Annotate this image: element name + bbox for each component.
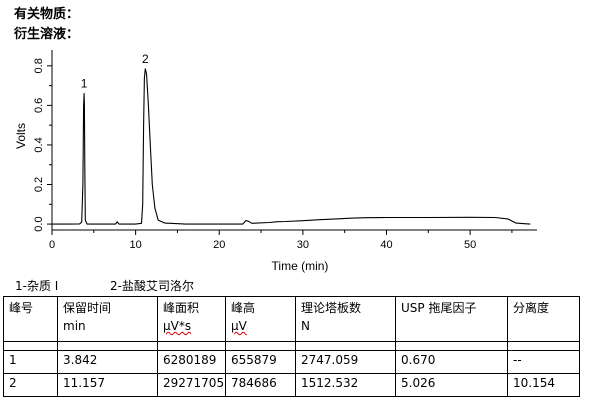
peak-label-layer: 12 — [81, 52, 149, 91]
cell-resolution: 10.154 — [507, 373, 580, 397]
cell-peak-no: 1 — [3, 350, 58, 374]
cell-peak-height: 655879 — [225, 350, 296, 374]
peak-height-unit: μV — [231, 319, 247, 333]
cell-peak-height: 784686 — [225, 373, 296, 397]
cell-retention-time: 11.157 — [57, 373, 158, 397]
col-header-plates: 理论塔板数 N — [295, 296, 396, 342]
results-table: 峰号 保留时间 min 峰面积 μV*s 峰高 μV 理论塔板数 N USP 拖尾因子 … — [3, 296, 580, 397]
cell-peak-area: 29271705 — [157, 373, 226, 397]
legend-item-2: 2-盐酸艾司洛尔 — [110, 279, 194, 293]
x-axis-label: Time (min) — [272, 259, 329, 273]
col-header-retention-time: 保留时间 min — [57, 296, 158, 342]
col-header-peak-area: 峰面积 μV*s — [157, 296, 226, 342]
y-axis-label: Volts — [14, 123, 28, 149]
x-tick-label: 40 — [380, 239, 392, 251]
cell-retention-time: 3.842 — [57, 350, 158, 374]
y-tick-label: 0.6 — [33, 98, 45, 113]
y-tick-label: 0.0 — [33, 216, 45, 231]
y-tick-label: 0.4 — [33, 137, 45, 152]
cell-tailing: 5.026 — [395, 373, 508, 397]
cell-peak-no: 2 — [3, 373, 58, 397]
x-tick-label: 10 — [129, 239, 141, 251]
col-header-resolution: 分离度 — [507, 296, 580, 342]
cell-plates: 1512.532 — [295, 373, 396, 397]
col-header-peak-height: 峰高 μV — [225, 296, 296, 342]
cell-tailing: 0.670 — [395, 350, 508, 374]
trace-layer — [52, 68, 531, 225]
chromatogram-chart: 0 10 20 30 40 50 0.00.20.40.60.8 12 Time (min… — [14, 50, 537, 273]
retention-time-unit: min — [63, 319, 86, 333]
peak-area-unit: μV*s — [163, 319, 192, 333]
cell-plates: 2747.059 — [295, 350, 396, 374]
x-tick-label: 0 — [49, 239, 55, 251]
peak-label: 1 — [81, 77, 88, 91]
legend-item-1: 1-杂质 I — [15, 279, 59, 293]
col-header-tailing: USP 拖尾因子 — [395, 296, 508, 342]
table-row: 1 3.842 6280189 655879 2747.059 0.670 -- — [3, 350, 580, 374]
table-row: 2 11.157 29271705 784686 1512.532 5.026 … — [3, 373, 580, 397]
y-axis: 0.0 0.2 0.4 0.6 0.8 — [33, 58, 52, 232]
peak-label: 2 — [142, 52, 149, 66]
cell-peak-area: 6280189 — [157, 350, 226, 374]
x-tick-label: 20 — [213, 239, 225, 251]
x-axis: 0 10 20 30 40 50 — [49, 230, 513, 251]
table-spacer-row — [3, 341, 580, 351]
plot-frame — [51, 50, 537, 231]
plates-unit: N — [301, 319, 310, 333]
header-line-1: 有关物质： — [14, 7, 80, 22]
x-tick-label: 50 — [464, 239, 476, 251]
table-header-row: 峰号 保留时间 min 峰面积 μV*s 峰高 μV 理论塔板数 N USP 拖尾因子 … — [3, 296, 580, 342]
cell-resolution: -- — [507, 350, 580, 374]
col-header-peak-no: 峰号 — [3, 296, 58, 342]
y-tick-label: 0.2 — [33, 177, 45, 192]
y-tick-label: 0.8 — [33, 58, 45, 73]
x-tick-label: 30 — [297, 239, 309, 251]
header-line-2: 衍生溶液： — [14, 27, 80, 42]
chromatogram-trace — [52, 68, 531, 225]
